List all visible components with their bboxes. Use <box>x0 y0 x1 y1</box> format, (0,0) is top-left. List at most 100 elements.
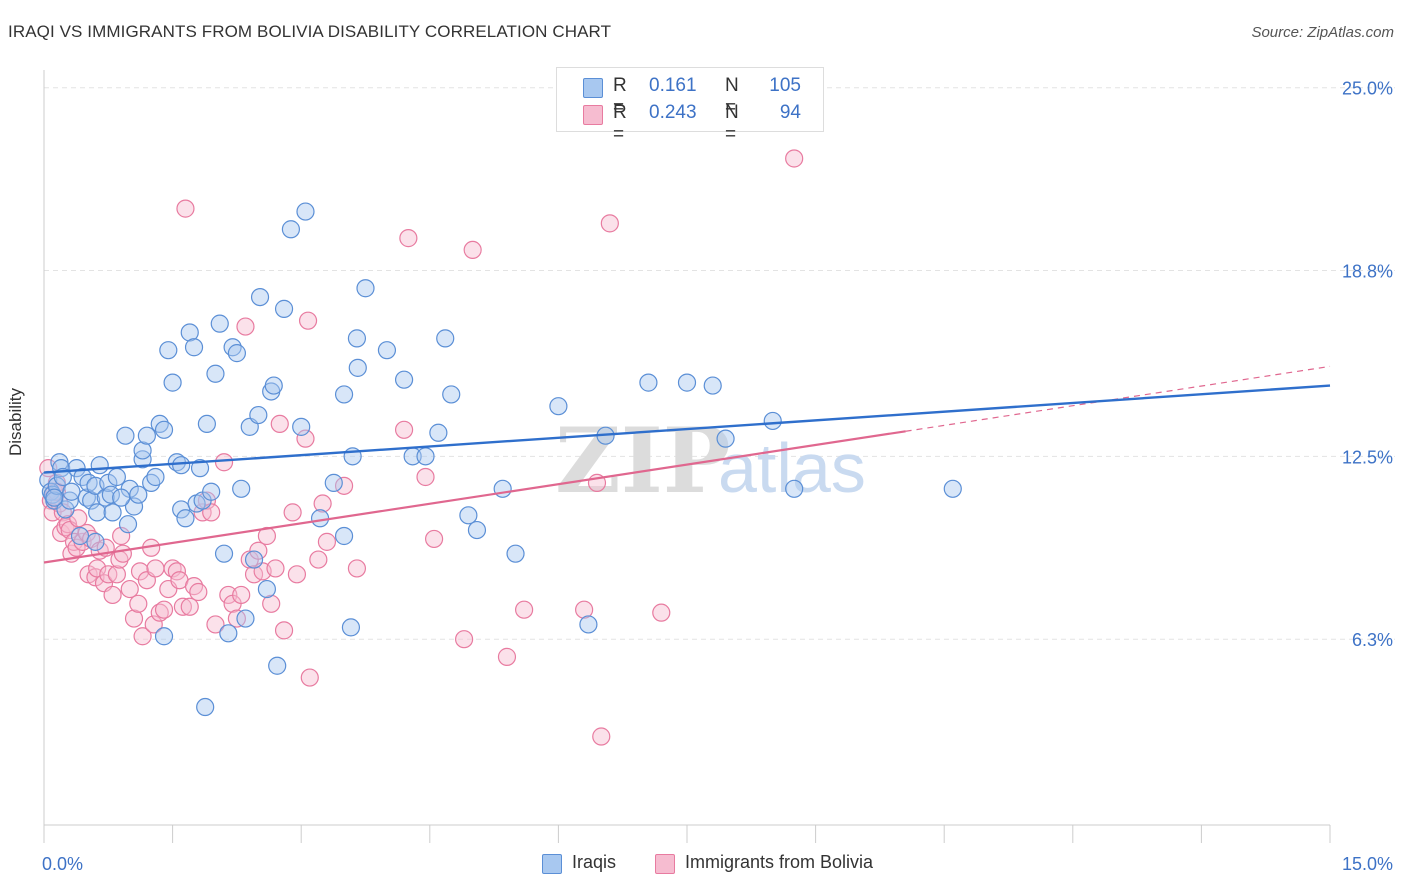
iraqis-point <box>172 500 191 519</box>
iraqis-point <box>442 385 461 404</box>
iraqis-point <box>137 426 156 445</box>
iraqis-point <box>763 411 782 431</box>
legend-swatch-iraqis <box>583 78 603 98</box>
bolivia-point <box>176 199 195 218</box>
iraqis-point <box>677 373 697 392</box>
x-tick-label: 0.0% <box>42 854 83 874</box>
iraqis-point <box>227 344 246 363</box>
iraqis-point <box>206 364 225 383</box>
iraqis-point <box>257 579 277 599</box>
iraqis-point <box>88 503 107 522</box>
iraqis-point <box>180 323 199 342</box>
iraqis-point <box>703 376 722 395</box>
iraqis-point <box>172 456 191 475</box>
iraqis-point <box>296 202 315 221</box>
iraqis-point <box>250 287 270 307</box>
bolivia-point <box>103 585 122 605</box>
iraqis-point <box>82 491 101 510</box>
bolivia-point <box>454 630 474 649</box>
watermark-zip: ZIP <box>555 408 730 514</box>
iraqis-point <box>45 488 64 507</box>
iraqis-point <box>67 459 86 478</box>
bolivia-point <box>399 229 418 248</box>
bolivia-point <box>232 585 251 605</box>
bolivia-point <box>236 317 255 336</box>
bolivia-point <box>298 311 318 330</box>
bolivia-point <box>120 579 139 599</box>
iraqis-point <box>943 479 962 498</box>
bolivia-point <box>652 603 671 622</box>
bolivia-point <box>394 420 414 439</box>
trend-lines <box>43 365 1331 564</box>
iraqis-point <box>96 488 115 507</box>
iraqis-point <box>116 426 135 445</box>
bolivia-point <box>313 494 332 513</box>
bolivia-point <box>463 240 482 260</box>
iraqis-point <box>292 417 311 436</box>
iraqis-point <box>506 544 525 563</box>
iraqis-point <box>274 299 294 318</box>
bolivia-point <box>416 467 435 487</box>
iraqis-point <box>232 479 251 498</box>
bolivia-point <box>146 559 165 578</box>
iraqis-point <box>579 615 598 634</box>
bottom-legend-swatch-bolivia <box>655 854 675 874</box>
iraqis-point <box>459 506 478 525</box>
bolivia-trend-line <box>43 430 906 564</box>
bolivia-point <box>88 559 107 578</box>
iraqis-point <box>785 479 804 498</box>
bolivia-point <box>296 429 315 448</box>
legend-swatch-bolivia <box>583 105 603 125</box>
bolivia-point <box>283 503 302 522</box>
legend-n-value: 105 <box>769 75 801 96</box>
bolivia-point <box>287 565 307 584</box>
bolivia-point <box>173 597 192 616</box>
legend-r-value: 0.243 <box>649 102 697 123</box>
bolivia-point <box>107 565 126 584</box>
legend: R = 0.161 N = 105 R = 0.243 N = 94 <box>556 67 824 145</box>
bolivia-point <box>206 615 225 634</box>
iraqis-point <box>159 341 178 360</box>
bolivia-point <box>214 453 234 472</box>
y-tick-label: 25.0% <box>1342 79 1393 99</box>
bolivia-point <box>266 559 285 578</box>
iraqis-point <box>244 550 264 569</box>
legend-n-value: 94 <box>779 102 801 123</box>
iraqis-point <box>341 618 361 637</box>
iraqis-trend-line <box>43 384 1331 474</box>
legend-r-label: R = <box>613 75 627 118</box>
source-label: Source: ZipAtlas.com <box>1251 24 1394 41</box>
iraqis-point <box>324 473 343 492</box>
iraqis-point <box>264 376 283 395</box>
bolivia-point <box>113 544 132 563</box>
legend-r-label: R = <box>613 102 627 145</box>
bolivia-point <box>515 600 534 619</box>
iraqis-point <box>133 441 152 460</box>
bolivia-point <box>180 597 199 616</box>
y-tick-label: 12.5% <box>1342 447 1393 467</box>
chart-title: IRAQI VS IMMIGRANTS FROM BOLIVIA DISABIL… <box>8 22 612 41</box>
iraqis-point <box>124 497 144 516</box>
bolivia-point <box>69 509 88 528</box>
iraqis-point <box>112 488 131 507</box>
iraqis-point <box>70 526 90 546</box>
iraqis-point <box>249 405 268 425</box>
bolivia-point <box>309 550 328 569</box>
iraqis-point <box>101 485 120 504</box>
iraqis-point <box>394 370 414 389</box>
iraqis-point <box>154 627 174 646</box>
x-tick-label: 15.0% <box>1342 854 1393 874</box>
bolivia-point <box>270 414 289 434</box>
bolivia-point <box>347 559 367 578</box>
bolivia-point <box>785 149 804 168</box>
iraqis-point <box>118 515 138 534</box>
axes <box>43 70 1331 843</box>
bolivia-point <box>592 727 611 746</box>
bottom-legend-swatch-iraqis <box>542 854 562 874</box>
iraqis-point <box>163 373 182 392</box>
legend-n-label: N = <box>725 75 739 118</box>
iraqis-point <box>356 279 375 298</box>
iraqis-point <box>86 532 105 551</box>
bolivia-point <box>424 529 444 549</box>
iraqis-point <box>716 429 735 448</box>
